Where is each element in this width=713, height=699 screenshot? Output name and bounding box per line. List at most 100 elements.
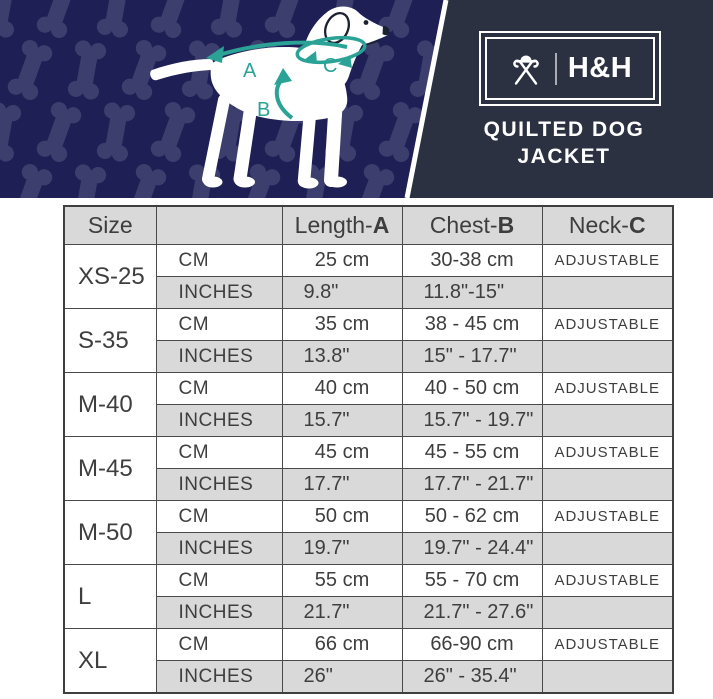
neck-cell <box>541 468 674 501</box>
unit-cell: INCHES <box>155 660 283 694</box>
chest-cell: 66-90 cm <box>401 628 543 661</box>
measurement-arrows <box>206 35 367 120</box>
length-arrow <box>218 40 348 57</box>
chest-cell: 15.7" - 19.7" <box>401 404 543 437</box>
length-cell: 50 cm <box>281 500 403 533</box>
unit-cell: INCHES <box>155 340 283 373</box>
table-row: INCHES 15.7" 15.7" - 19.7" <box>64 404 674 437</box>
neck-cell <box>541 596 674 629</box>
neck-cell: ADJUSTABLE <box>541 372 674 405</box>
unit-cell: CM <box>155 500 283 533</box>
chest-cell: 38 - 45 cm <box>401 308 543 341</box>
length-cell: 15.7" <box>281 404 403 437</box>
table-row: S-35 CM 35 cm 38 - 45 cm ADJUSTABLE <box>63 308 674 373</box>
neck-cell: ADJUSTABLE <box>541 564 674 597</box>
neck-cell <box>541 404 674 437</box>
table-row: INCHES 21.7" 21.7" - 27.6" <box>64 596 674 629</box>
table-header-row: Size Length-A Chest-B Neck-C <box>63 205 674 245</box>
chest-cell: 55 - 70 cm <box>401 564 543 597</box>
table-row: INCHES 13.8" 15" - 17.7" <box>64 340 674 373</box>
logo-divider <box>554 52 557 85</box>
size-cell: M-50 <box>63 500 157 565</box>
brand-logo-text: H&H <box>567 52 633 84</box>
label-chest-b: B <box>257 99 270 121</box>
chest-cell: 50 - 62 cm <box>401 500 543 533</box>
unit-cell: INCHES <box>155 276 283 309</box>
length-cell: 13.8" <box>281 340 403 373</box>
chest-cell: 26" - 35.4" <box>401 660 543 694</box>
size-cell: XS-25 <box>63 244 157 309</box>
neck-cell: ADJUSTABLE <box>541 308 674 341</box>
size-cell: L <box>63 564 157 629</box>
neck-cell: ADJUSTABLE <box>541 628 674 661</box>
size-cell: XL <box>63 628 157 694</box>
length-cell: 45 cm <box>281 436 403 469</box>
col-header-chest: Chest-B <box>401 205 543 245</box>
unit-cell: INCHES <box>155 468 283 501</box>
table-row: M-40 CM 40 cm 40 - 50 cm ADJUSTABLE <box>63 372 674 437</box>
chest-cell: 15" - 17.7" <box>401 340 543 373</box>
table-row: M-50 CM 50 cm 50 - 62 cm ADJUSTABLE <box>63 500 674 565</box>
neck-cell <box>541 532 674 565</box>
chest-cell: 40 - 50 cm <box>401 372 543 405</box>
chest-cell: 21.7" - 27.6" <box>401 596 543 629</box>
size-cell: S-35 <box>63 308 157 373</box>
neck-cell <box>541 340 674 373</box>
length-cell: 17.7" <box>281 468 403 501</box>
table-row: XL CM 66 cm 66-90 cm ADJUSTABLE <box>63 628 674 694</box>
length-cell: 66 cm <box>281 628 403 661</box>
neck-cell <box>541 660 674 694</box>
unit-cell: CM <box>155 564 283 597</box>
table-row: INCHES 19.7" 19.7" - 24.4" <box>64 532 674 565</box>
chest-cell: 30-38 cm <box>401 244 543 277</box>
neck-cell: ADJUSTABLE <box>541 436 674 469</box>
length-arrowhead <box>206 46 224 63</box>
dog-nose <box>382 25 390 36</box>
unit-cell: CM <box>155 628 283 661</box>
length-cell: 25 cm <box>281 244 403 277</box>
chest-cell: 19.7" - 24.4" <box>401 532 543 565</box>
col-header-length: Length-A <box>281 205 403 245</box>
length-cell: 26" <box>281 660 403 694</box>
table-row: XS-25 CM 25 cm 30-38 cm ADJUSTABLE <box>63 244 674 309</box>
length-cell: 19.7" <box>281 532 403 565</box>
length-cell: 35 cm <box>281 308 403 341</box>
unit-cell: CM <box>155 308 283 341</box>
table-row: L CM 55 cm 55 - 70 cm ADJUSTABLE <box>63 564 674 629</box>
unit-cell: INCHES <box>155 596 283 629</box>
chest-cell: 11.8"-15" <box>401 276 543 309</box>
chest-cell: 45 - 55 cm <box>401 436 543 469</box>
chest-cell: 17.7" - 21.7" <box>401 468 543 501</box>
col-header-unit <box>155 205 283 245</box>
neck-arrowhead-2 <box>338 55 352 68</box>
diagonal-divider <box>404 0 449 198</box>
neck-cell: ADJUSTABLE <box>541 244 674 277</box>
table-row: INCHES 26" 26" - 35.4" <box>64 660 674 694</box>
length-cell: 55 cm <box>281 564 403 597</box>
neck-loop-arrow <box>295 35 367 65</box>
label-length-a: A <box>243 60 257 82</box>
neck-cell: ADJUSTABLE <box>541 500 674 533</box>
dog-eye <box>363 20 369 25</box>
product-title-line1: QUILTED DOG <box>483 118 645 141</box>
table-row: INCHES 17.7" 17.7" - 21.7" <box>64 468 674 501</box>
size-chart-table: Size Length-A Chest-B Neck-C XS-25 CM 25 c… <box>63 205 674 694</box>
length-cell: 9.8" <box>281 276 403 309</box>
unit-cell: CM <box>155 372 283 405</box>
unit-cell: INCHES <box>155 532 283 565</box>
unit-cell: INCHES <box>155 404 283 437</box>
table-row: INCHES 9.8" 11.8"-15" <box>64 276 674 309</box>
header-banner: A B C H&H QUILTED DOG JACKET <box>0 0 713 198</box>
unit-cell: CM <box>155 244 283 277</box>
chest-arrowhead <box>274 68 292 85</box>
length-cell: 40 cm <box>281 372 403 405</box>
product-title: QUILTED DOG JACKET <box>434 116 694 171</box>
col-header-neck: Neck-C <box>541 205 674 245</box>
label-neck-c: C <box>323 55 337 77</box>
neck-arrowhead-1 <box>304 51 317 64</box>
size-cell: M-45 <box>63 436 157 501</box>
length-cell: 21.7" <box>281 596 403 629</box>
col-header-size: Size <box>63 205 157 245</box>
brand-logo-box: H&H <box>479 31 661 106</box>
product-title-line2: JACKET <box>517 145 611 169</box>
